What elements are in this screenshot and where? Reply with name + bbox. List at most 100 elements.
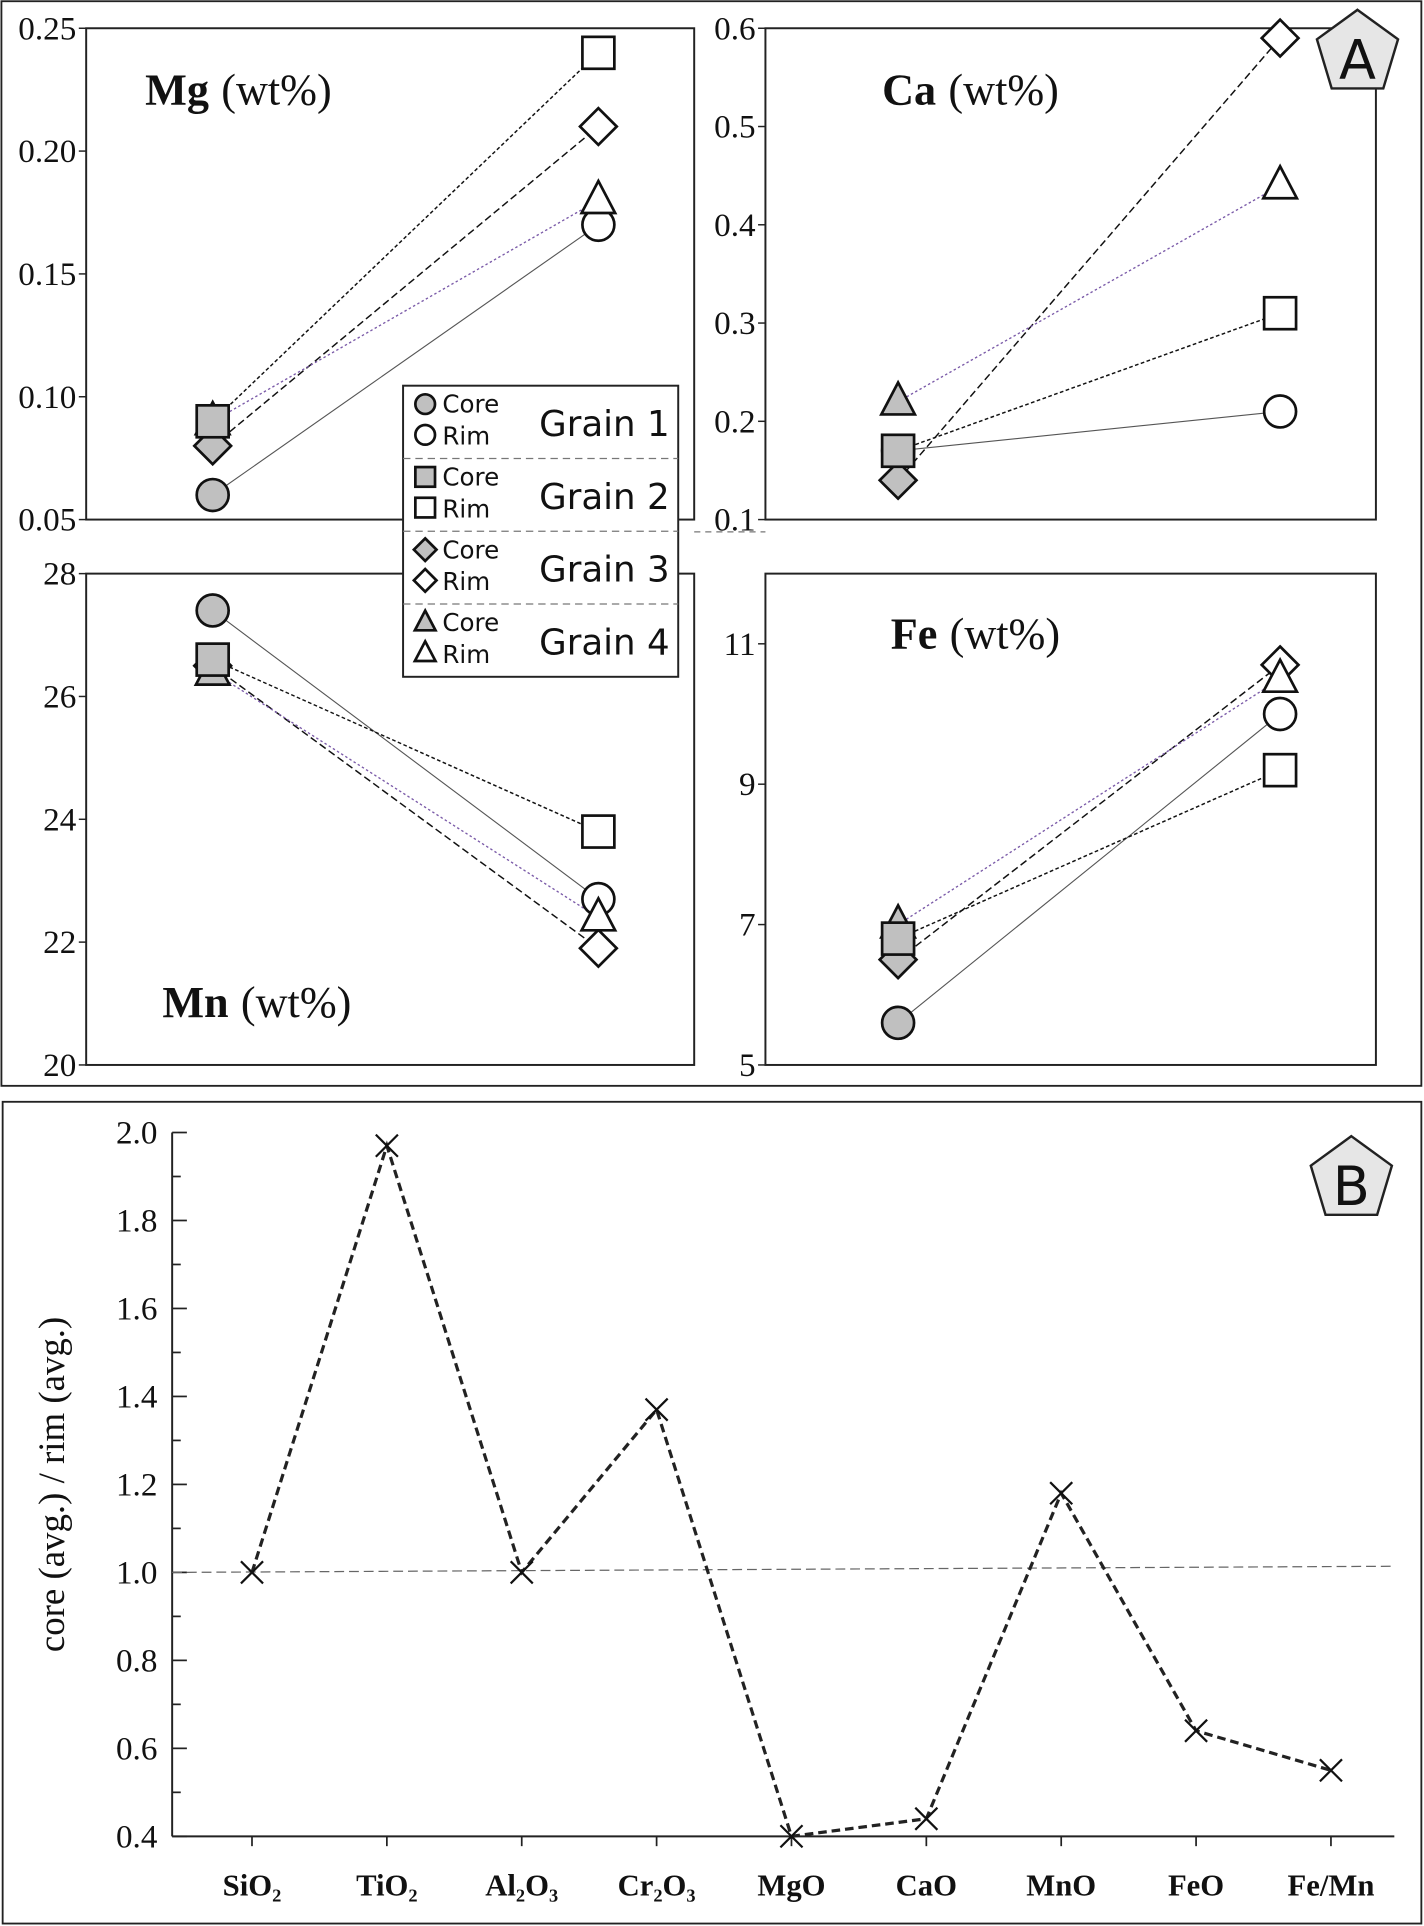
data-point-x-marker: [779, 1824, 804, 1849]
unit-label: (wt%): [950, 610, 1060, 659]
series-line-grain-1: [898, 410, 1281, 452]
y-tick-label: 0.5: [714, 109, 755, 146]
plot-frame: [764, 27, 1377, 521]
series-line-grain-1: [212, 610, 599, 900]
legend-rim-label: Rim: [442, 640, 490, 669]
legend-rim-marker: [414, 423, 437, 447]
legend-core-label: Core: [442, 390, 499, 419]
legend-core-marker: [411, 536, 439, 563]
panel-label-a-text: A: [1339, 29, 1376, 92]
legend-grain-label: Grain 3: [539, 550, 670, 591]
y-tick-label: 1.6: [116, 1291, 157, 1328]
data-point-x-marker: [240, 1560, 264, 1585]
element-name: Mg: [145, 65, 209, 114]
y-tick-label: 0.6: [116, 1730, 157, 1767]
rim-marker-grain-4: [579, 178, 618, 215]
rim-marker-grain-1: [1262, 696, 1298, 732]
panel-label-b: B: [1309, 1134, 1394, 1218]
plot-frame: [764, 572, 1377, 1066]
core-marker-grain-2: [880, 433, 916, 469]
y-tick-label: 0.1: [714, 502, 755, 539]
rim-marker-grain-3: [1259, 17, 1301, 59]
x-tick-label: MnO: [1026, 1868, 1096, 1902]
data-point-x-marker: [375, 1133, 399, 1158]
plot-title: Mn (wt%): [162, 978, 351, 1027]
y-tick-label: 0.15: [18, 256, 76, 293]
rim-marker-grain-4: [1261, 163, 1300, 200]
legend-rim-label: Rim: [442, 494, 490, 523]
x-tick-label: Al₂O₃: [485, 1868, 558, 1902]
legend-grain-label: Grain 2: [539, 477, 670, 518]
series-line-grain-3: [897, 664, 1281, 961]
x-tick-label: FeO: [1168, 1868, 1224, 1902]
element-name: Fe: [891, 610, 938, 659]
series-line-grain-1: [897, 713, 1281, 1024]
rim-marker-grain-4: [579, 895, 618, 932]
y-tick-label: 7: [739, 907, 756, 944]
panel-label-b-text: B: [1333, 1155, 1370, 1218]
y-tick-label: 0.20: [18, 133, 76, 170]
panel-a-frame: [0, 0, 1423, 1087]
x-tick-label: MgO: [757, 1868, 825, 1902]
legend-core-marker: [414, 465, 437, 489]
core-marker-grain-2: [195, 642, 231, 677]
core-marker-grain-1: [195, 477, 231, 513]
y-tick-label: 11: [724, 626, 756, 663]
x-tick-label: CaO: [896, 1868, 957, 1902]
panel-b-frame: [1, 1100, 1423, 1925]
y-tick-label: 0.4: [714, 207, 756, 244]
series-line-grain-3: [897, 37, 1281, 481]
plot-title: Fe (wt%): [891, 610, 1060, 659]
core-marker-grain-1: [195, 593, 231, 628]
y-tick-label: 9: [739, 766, 756, 803]
core-marker-grain-2: [880, 921, 916, 956]
core-marker-grain-2: [195, 403, 231, 439]
legend-rim-marker: [414, 496, 437, 519]
series-line-grain-4: [212, 199, 599, 422]
core-marker-grain-1: [880, 1005, 916, 1041]
series-line-grain-1: [212, 224, 599, 496]
y-tick-label: 22: [43, 924, 76, 961]
series-line-grain-4: [897, 184, 1281, 403]
plot-title: Mg (wt%): [145, 65, 332, 114]
y-tick-label: 26: [43, 679, 76, 716]
series-line-grain-2: [212, 52, 599, 422]
rim-marker-grain-2: [1262, 295, 1298, 331]
legend-core-label: Core: [442, 535, 499, 564]
y-tick-label: 1.2: [116, 1466, 157, 1503]
y-tick-label: 5: [739, 1047, 756, 1084]
rim-marker-grain-2: [581, 814, 616, 849]
rim-marker-grain-3: [578, 927, 619, 969]
element-name: Ca: [882, 65, 936, 114]
data-point-x-marker: [1184, 1718, 1208, 1743]
unit-label: (wt%): [241, 978, 351, 1027]
series-line-grain-2: [897, 312, 1281, 452]
data-point-x-marker: [509, 1560, 534, 1585]
ratio-line: [250, 1140, 1332, 1839]
y-tick-label: 1.8: [116, 1203, 157, 1240]
panel-label-a: A: [1315, 8, 1400, 92]
y-tick-label: 0.6: [714, 10, 755, 47]
data-point-x-marker: [914, 1806, 939, 1831]
legend-grain-label: Grain 4: [539, 622, 670, 663]
legend-core-marker: [412, 607, 438, 632]
y-tick-label: 1.0: [116, 1554, 157, 1591]
series-line-grain-3: [212, 125, 599, 447]
series-line-grain-4: [212, 671, 599, 919]
rim-marker-grain-1: [1262, 394, 1298, 429]
x-tick-label: Fe/Mn: [1287, 1868, 1374, 1902]
plot-fe: 5 7 9 11 Fe (wt%): [724, 572, 1377, 1084]
y-axis-label: core (avg.) / rim (avg.): [31, 1317, 72, 1652]
y-tick-label: 20: [43, 1047, 76, 1084]
legend-core-marker: [414, 392, 437, 416]
core-marker-grain-4: [879, 379, 918, 416]
data-point-x-marker: [1049, 1481, 1074, 1506]
element-name: Mn: [162, 978, 228, 1027]
legend-core-label: Core: [442, 608, 499, 637]
unit-label: (wt%): [948, 65, 1058, 114]
rim-marker-grain-2: [1262, 752, 1298, 788]
x-tick-label: TiO₂: [356, 1868, 418, 1902]
data-point-x-marker: [1319, 1758, 1343, 1783]
rim-marker-grain-3: [578, 106, 619, 147]
